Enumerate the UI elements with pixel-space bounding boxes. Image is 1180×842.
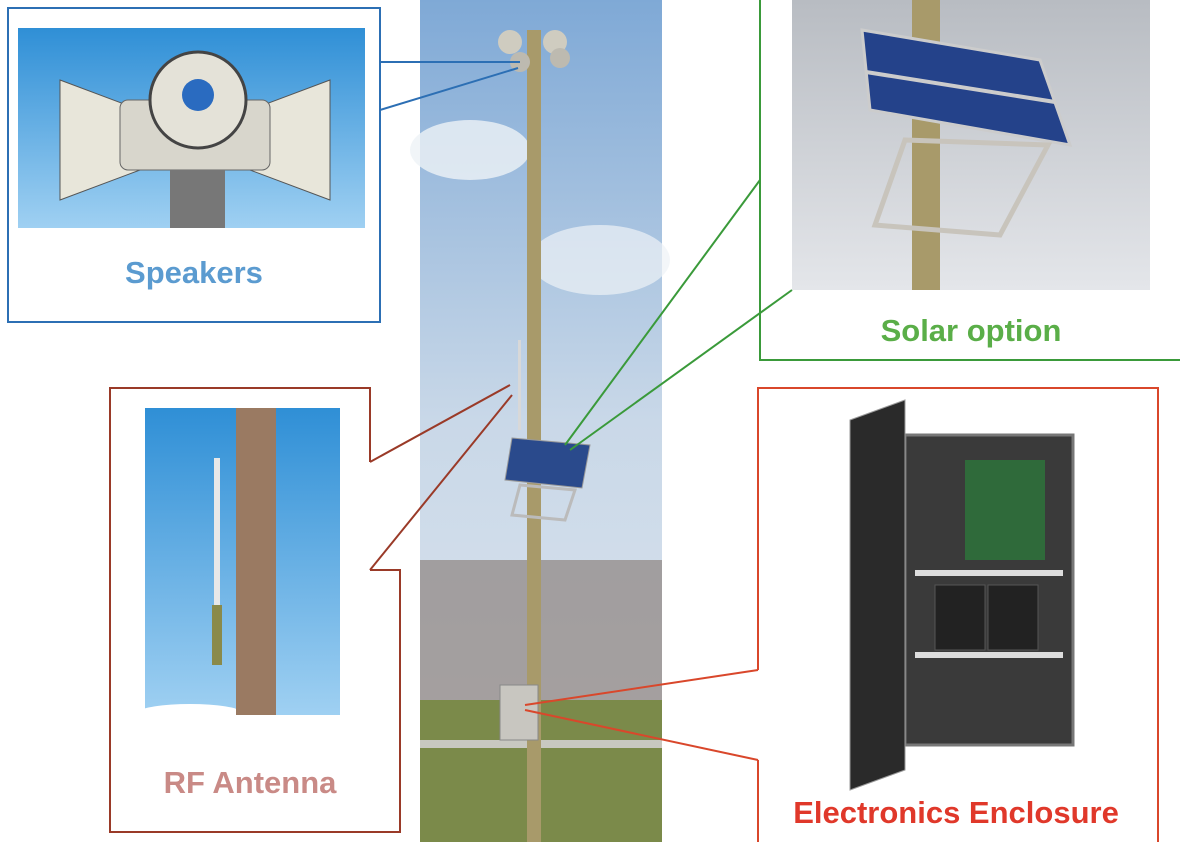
callout-label: Speakers — [125, 255, 263, 290]
callout-label: Solar option — [881, 313, 1062, 348]
antenna-photo — [140, 408, 340, 720]
solar-photo — [792, 0, 1150, 290]
pole-photo — [410, 0, 670, 842]
callout-label: RF Antenna — [164, 765, 338, 800]
callout-label: Electronics Enclosure — [793, 795, 1119, 830]
diagram: Speakers Solar option RF Antenna Electro… — [0, 0, 1180, 842]
enclosure-photo — [850, 400, 1073, 790]
speakers-photo — [18, 28, 365, 228]
